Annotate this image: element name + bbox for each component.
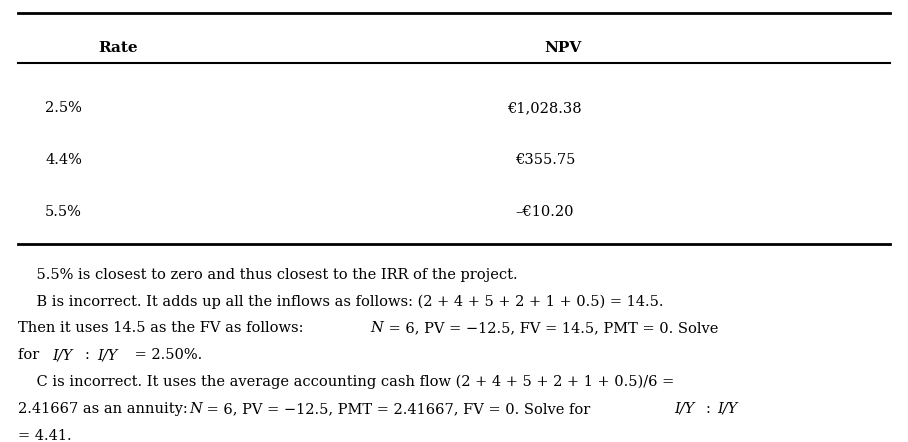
Text: N: N	[370, 321, 383, 335]
Text: :: :	[706, 402, 716, 416]
Text: I/Y: I/Y	[53, 348, 73, 362]
Text: I/Y: I/Y	[717, 402, 737, 416]
Text: C is incorrect. It uses the average accounting cash flow (2 + 4 + 5 + 2 + 1 + 0.: C is incorrect. It uses the average acco…	[18, 375, 675, 389]
Text: €355.75: €355.75	[515, 153, 575, 167]
Text: I/Y: I/Y	[97, 348, 117, 362]
Text: = 6, PV = −12.5, FV = 14.5, PMT = 0. Solve: = 6, PV = −12.5, FV = 14.5, PMT = 0. Sol…	[384, 321, 718, 335]
Text: 2.41667 as an annuity:: 2.41667 as an annuity:	[18, 402, 192, 416]
Text: 4.4%: 4.4%	[45, 153, 82, 167]
Text: 5.5% is closest to zero and thus closest to the IRR of the project.: 5.5% is closest to zero and thus closest…	[18, 268, 518, 282]
Text: I/Y: I/Y	[674, 402, 694, 416]
Text: Rate: Rate	[98, 41, 138, 55]
Text: B is incorrect. It adds up all the inflows as follows: (2 + 4 + 5 + 2 + 1 + 0.5): B is incorrect. It adds up all the inflo…	[18, 294, 664, 309]
Text: = 6, PV = −12.5, PMT = 2.41667, FV = 0. Solve for: = 6, PV = −12.5, PMT = 2.41667, FV = 0. …	[202, 402, 595, 416]
Text: Then it uses 14.5 as the FV as follows:: Then it uses 14.5 as the FV as follows:	[18, 321, 309, 335]
Text: = 2.50%.: = 2.50%.	[130, 348, 202, 362]
Text: 2.5%: 2.5%	[45, 101, 82, 115]
Text: N: N	[190, 402, 202, 416]
Text: = 4.41.: = 4.41.	[18, 429, 72, 442]
Text: 5.5%: 5.5%	[45, 205, 82, 219]
Text: –€10.20: –€10.20	[516, 205, 574, 219]
Text: €1,028.38: €1,028.38	[508, 101, 582, 115]
Text: for: for	[18, 348, 44, 362]
Text: :: :	[85, 348, 94, 362]
Text: NPV: NPV	[544, 41, 582, 55]
